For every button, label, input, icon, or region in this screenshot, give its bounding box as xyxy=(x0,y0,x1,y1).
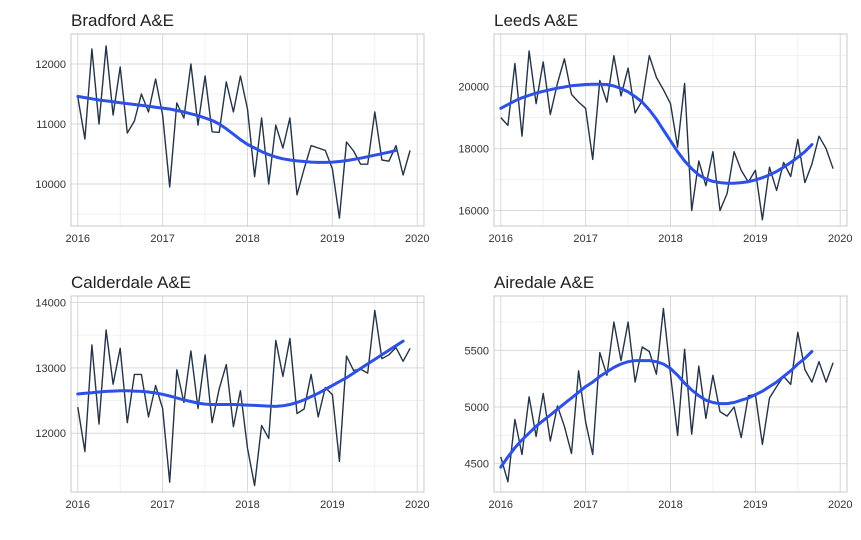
calderdale-aande-x-tick-label: 2018 xyxy=(235,499,259,511)
bradford-aande-x-tick-label: 2020 xyxy=(405,233,429,245)
calderdale-aande-x-tick-label: 2017 xyxy=(150,499,174,511)
bradford-aande-x-tick-label: 2017 xyxy=(150,233,174,245)
airedale-aande-plot-area xyxy=(493,295,848,493)
airedale-aande-title: Airedale A&E xyxy=(494,273,594,292)
bradford-aande-y-tick-label: 11000 xyxy=(36,119,66,131)
leeds-aande-x-tick-label: 2019 xyxy=(743,233,767,245)
airedale-aande-y-tick-label: 5500 xyxy=(465,345,489,357)
calderdale-aande-x-tick-label: 2020 xyxy=(405,499,429,511)
airedale-aande-series-line xyxy=(500,307,834,483)
bradford-aande-trend-line xyxy=(76,94,398,164)
calderdale-aande-y-tick-label: 12000 xyxy=(35,428,66,440)
airedale-aande-trend-line xyxy=(499,350,814,469)
bradford-aande-plot-area xyxy=(70,33,425,227)
bradford-aande-panel: Bradford A&E 2016 2017 2018 2019 2020 10000 110… xyxy=(35,11,429,245)
bradford-aande-series-line xyxy=(77,45,411,219)
bradford-aande-x-tick-label: 2018 xyxy=(235,233,259,245)
leeds-aande-x-tick-label: 2020 xyxy=(828,233,852,245)
bradford-aande-x-tick-label: 2016 xyxy=(66,233,90,245)
bradford-aande-title: Bradford A&E xyxy=(71,11,174,30)
airedale-aande-x-tick-label: 2016 xyxy=(489,499,513,511)
calderdale-aande-x-tick-label: 2019 xyxy=(320,499,344,511)
leeds-aande-y-tick-label: 18000 xyxy=(458,144,489,156)
leeds-aande-x-tick-label: 2017 xyxy=(573,233,597,245)
calderdale-aande-panel: Calderdale A&E 2016 2017 2018 2019 2020 12000 1… xyxy=(35,273,429,511)
bradford-aande-y-tick-label: 10000 xyxy=(35,179,66,191)
calderdale-aande-x-tick-label: 2016 xyxy=(66,499,90,511)
calderdale-aande-plot-area xyxy=(70,295,425,493)
bradford-aande-y-tick-label: 12000 xyxy=(35,59,66,71)
calderdale-aande-series-line xyxy=(77,309,411,487)
calderdale-aande-y-tick-label: 13000 xyxy=(35,363,66,375)
airedale-aande-y-tick-label: 5000 xyxy=(465,402,489,414)
bradford-aande-x-tick-label: 2019 xyxy=(320,233,344,245)
calderdale-aande-y-tick-label: 14000 xyxy=(35,298,66,310)
leeds-aande-x-tick-label: 2016 xyxy=(489,233,513,245)
leeds-aande-panel: Leeds A&E 2016 2017 2018 2019 2020 16000 18000 2… xyxy=(458,11,852,245)
airedale-aande-x-tick-label: 2019 xyxy=(743,499,767,511)
airedale-aande-x-tick-label: 2018 xyxy=(658,499,682,511)
leeds-aande-y-tick-label: 16000 xyxy=(458,206,489,218)
calderdale-aande-title: Calderdale A&E xyxy=(71,273,191,292)
leeds-aande-plot-area xyxy=(493,33,848,227)
airedale-aande-x-tick-label: 2017 xyxy=(573,499,597,511)
airedale-aande-panel: Airedale A&E 2016 2017 2018 2019 2020 4500 5000… xyxy=(465,273,853,511)
airedale-aande-x-tick-label: 2020 xyxy=(828,499,852,511)
leeds-aande-title: Leeds A&E xyxy=(494,11,578,30)
airedale-aande-y-tick-label: 4500 xyxy=(465,459,489,471)
leeds-aande-trend-line xyxy=(499,82,814,185)
leeds-aande-x-tick-label: 2018 xyxy=(658,233,682,245)
leeds-aande-y-tick-label: 20000 xyxy=(458,82,489,94)
calderdale-aande-trend-line xyxy=(76,339,405,408)
